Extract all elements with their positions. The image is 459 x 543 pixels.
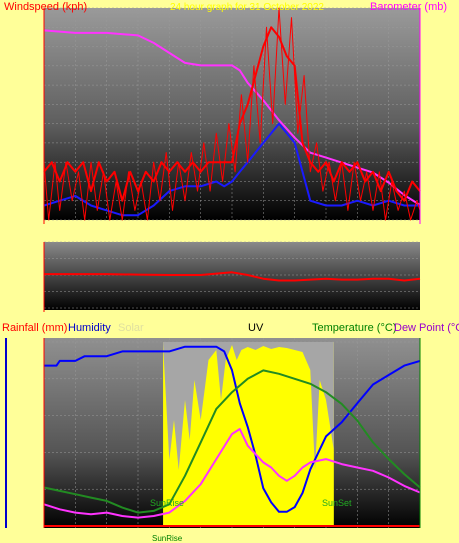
humidity-label: Humidity <box>68 322 111 334</box>
direction-plot-area <box>44 242 420 310</box>
chart-title: 24 hour graph for 31 October 2022 <box>170 2 324 13</box>
barometer-label: Barometer (mb) <box>370 1 447 13</box>
top-series <box>43 7 421 221</box>
sunset-label: SunSet <box>322 498 352 508</box>
direction-grid <box>44 241 420 309</box>
wind-line <box>43 26 421 202</box>
temperature-label: Temperature (°C) <box>312 322 396 334</box>
direction-series <box>44 271 421 282</box>
wind-baro-chart <box>43 7 421 224</box>
dewpoint-label: Dew Point (°C <box>394 322 459 334</box>
direction-chart <box>43 241 421 312</box>
solar-label: Solar <box>118 322 144 334</box>
sunrise-axis-label: SunRise <box>152 534 183 543</box>
solar-shade <box>163 342 334 470</box>
humidity-line <box>44 345 421 513</box>
windspeed-label: Windspeed (kph) <box>4 1 87 13</box>
dew-line <box>43 428 421 519</box>
lower-series <box>43 345 421 527</box>
rainfall-label: Rainfall (mm) <box>2 322 67 334</box>
baro-line <box>43 29 421 206</box>
lower-chart: SunRise SunSet SunRise <box>5 338 421 543</box>
wind-direction-line <box>44 271 421 282</box>
temp-line <box>43 369 421 514</box>
sunrise-label: SunRise <box>150 498 184 508</box>
uv-label: UV <box>248 322 264 334</box>
gust-line <box>43 7 421 221</box>
